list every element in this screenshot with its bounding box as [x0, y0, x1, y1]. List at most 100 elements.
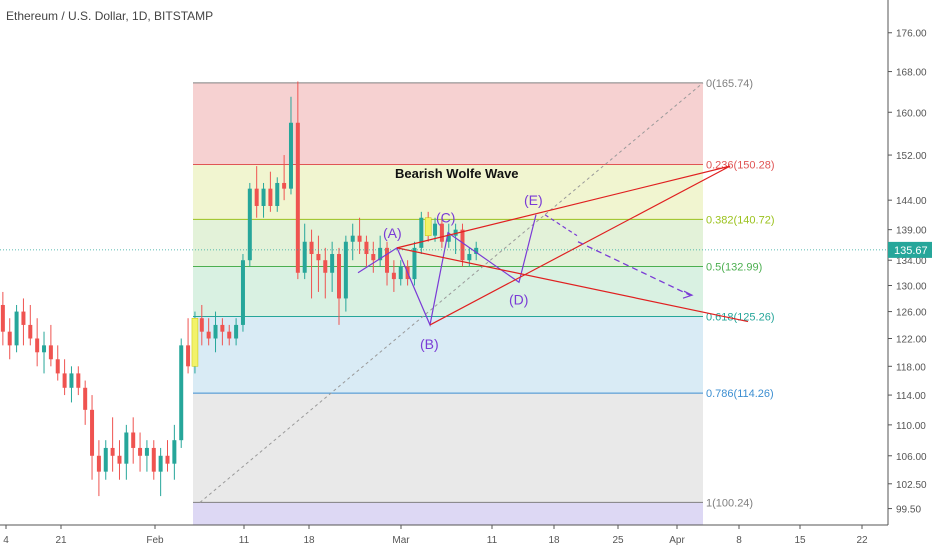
- candle-body: [213, 324, 218, 339]
- candle-body: [62, 373, 67, 388]
- candle: [350, 223, 355, 261]
- time-tick-label: Feb: [146, 535, 164, 546]
- candle-body: [7, 331, 12, 346]
- wave-label: (A): [383, 225, 402, 241]
- candle: [138, 432, 143, 472]
- trendline-bd: [429, 165, 731, 326]
- candle-body: [124, 432, 129, 464]
- last-price-label: 135.67: [894, 245, 928, 257]
- candle: [7, 318, 12, 360]
- candle-body: [117, 455, 122, 464]
- candle-body: [0, 304, 5, 332]
- candle: [295, 81, 300, 280]
- wave-label: (C): [436, 210, 455, 226]
- candle-body: [467, 254, 472, 261]
- time-tick-label: 18: [303, 535, 315, 546]
- candle: [288, 96, 293, 195]
- candle: [234, 318, 239, 346]
- candle-body: [275, 182, 280, 206]
- candle-body: [48, 345, 53, 360]
- candle-body: [186, 345, 191, 367]
- candle: [453, 223, 458, 255]
- candle: [62, 359, 67, 396]
- candle: [275, 177, 280, 212]
- candle-body: [206, 331, 211, 339]
- candle: [76, 366, 81, 396]
- candle-body: [261, 188, 266, 206]
- chart-title: Ethereum / U.S. Dollar, 1D, BITSTAMP: [6, 9, 214, 23]
- candle: [398, 260, 403, 286]
- candle: [172, 424, 177, 480]
- candle: [357, 217, 362, 255]
- wave-label: (B): [420, 336, 439, 352]
- candle-body: [439, 223, 444, 242]
- wave-extension: [544, 214, 578, 237]
- candle-body: [69, 373, 74, 388]
- candle-body: [76, 373, 81, 388]
- candle: [117, 440, 122, 480]
- candle: [302, 223, 307, 280]
- candle-body: [158, 455, 163, 472]
- candle-body: [172, 440, 177, 464]
- candle-body: [144, 447, 149, 456]
- time-tick-label: 15: [794, 535, 806, 546]
- candle-body: [316, 254, 321, 261]
- candle-body: [21, 311, 26, 325]
- time-tick-label: 18: [548, 535, 560, 546]
- fib-zone-extension: [193, 502, 703, 525]
- candle-body: [268, 188, 273, 206]
- fib-label-1: 1(100.24): [706, 497, 753, 509]
- candle: [378, 235, 383, 267]
- price-tick-label: 134.00: [896, 256, 927, 267]
- time-tick-label: 22: [856, 535, 868, 546]
- candle-body: [254, 188, 259, 206]
- price-tick-label: 144.00: [896, 196, 927, 207]
- candle-body: [55, 359, 60, 374]
- time-tick-label: 11: [239, 535, 250, 546]
- candle: [151, 440, 156, 480]
- candle-body: [357, 235, 362, 242]
- candle: [309, 229, 314, 299]
- price-tick-label: 139.00: [896, 226, 927, 237]
- price-tick-label: 126.00: [896, 308, 927, 319]
- candle-body: [453, 229, 458, 236]
- price-tick-label: 114.00: [896, 391, 926, 402]
- time-tick-label: 11: [487, 535, 498, 546]
- fib-label-0.236: 0.236(150.28): [706, 160, 775, 172]
- price-tick-label: 110.00: [896, 421, 926, 432]
- price-tick-label: 106.00: [896, 452, 927, 463]
- price-tick-label: 176.00: [896, 29, 927, 40]
- candle-body: [151, 447, 156, 472]
- candle-body: [412, 247, 417, 280]
- candle-body: [474, 247, 479, 255]
- candle: [254, 166, 259, 218]
- candle-body: [330, 254, 335, 273]
- fib-zone-2: [193, 219, 703, 267]
- fib-label-0.618: 0.618(125.26): [706, 311, 775, 323]
- candle: [186, 318, 191, 374]
- candle: [261, 182, 266, 218]
- candle-body: [234, 324, 239, 339]
- candle-body: [96, 455, 101, 472]
- candle-body: [398, 266, 403, 280]
- candle: [364, 235, 369, 267]
- fib-zone-4: [193, 316, 703, 394]
- candle: [21, 298, 26, 346]
- candle: [103, 440, 108, 480]
- fib-zone-0: [193, 82, 703, 165]
- candle: [48, 324, 53, 367]
- candle-body: [378, 247, 383, 261]
- candle-body: [350, 235, 355, 242]
- candle: [419, 211, 424, 255]
- fib-label-0.5: 0.5(132.99): [706, 262, 762, 274]
- price-tick-label: 99.50: [896, 505, 921, 516]
- price-tick-label: 160.00: [896, 108, 927, 119]
- candle-body: [323, 260, 328, 273]
- candle: [474, 241, 479, 261]
- candle-body: [199, 318, 204, 332]
- price-axis-bg: [888, 0, 932, 550]
- candle: [240, 254, 245, 332]
- candle-body: [138, 447, 143, 456]
